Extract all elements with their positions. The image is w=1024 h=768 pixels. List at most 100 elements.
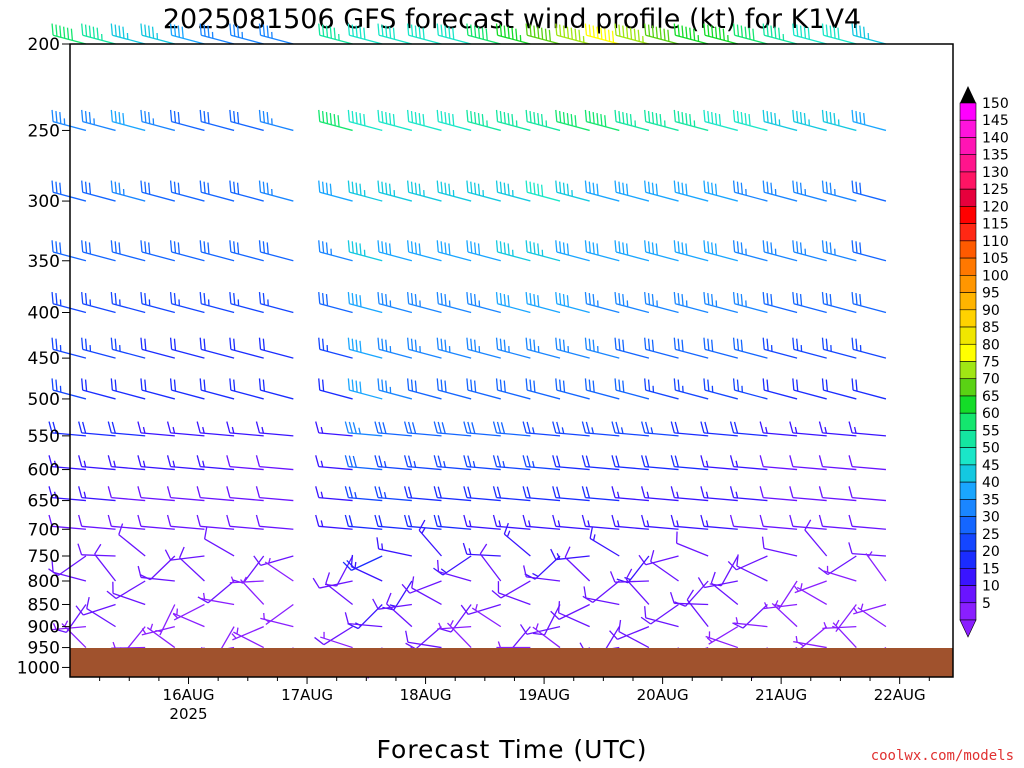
wind-barb bbox=[644, 109, 679, 132]
wind-barb bbox=[347, 109, 383, 132]
wind-barb bbox=[583, 586, 620, 606]
wind-barb bbox=[466, 240, 501, 262]
wind-barb bbox=[821, 291, 857, 314]
wind-barb bbox=[199, 378, 235, 400]
wind-barb bbox=[710, 571, 739, 605]
y-tick-label: 400 bbox=[28, 303, 60, 323]
wind-barb bbox=[581, 514, 620, 530]
wind-barb bbox=[81, 337, 116, 359]
wind-barb bbox=[732, 291, 768, 314]
colorbar-label: 105 bbox=[982, 251, 1009, 267]
y-tick-label: 950 bbox=[28, 639, 60, 659]
wind-barb bbox=[644, 180, 679, 202]
wind-barb bbox=[406, 291, 442, 314]
wind-barb bbox=[264, 557, 294, 582]
wind-barb bbox=[706, 626, 739, 645]
wind-barb bbox=[110, 378, 146, 400]
wind-barb bbox=[611, 486, 649, 502]
wind-barb bbox=[374, 421, 412, 437]
wind-barb bbox=[433, 514, 472, 530]
wind-barb bbox=[166, 421, 205, 437]
wind-barb bbox=[532, 623, 561, 649]
wind-barb bbox=[644, 291, 679, 314]
colorbar-label: 70 bbox=[982, 372, 1000, 388]
wind-barb bbox=[703, 180, 738, 202]
wind-barb bbox=[789, 514, 827, 530]
wind-barb bbox=[670, 514, 709, 530]
wind-barb bbox=[581, 486, 620, 502]
wind-barb bbox=[255, 455, 294, 471]
wind-barb bbox=[703, 240, 738, 262]
colorbar-swatch bbox=[959, 309, 977, 328]
wind-barb bbox=[794, 580, 827, 594]
wind-barb bbox=[832, 619, 857, 649]
wind-barb bbox=[110, 291, 146, 314]
wind-barb bbox=[258, 109, 294, 132]
credit-text: coolwx.com/models bbox=[871, 748, 1014, 764]
colorbar-label: 5 bbox=[982, 596, 991, 612]
y-tick-label: 350 bbox=[28, 252, 60, 272]
wind-barb bbox=[81, 109, 116, 132]
wind-barb bbox=[703, 109, 738, 132]
wind-barb bbox=[350, 554, 383, 582]
wind-barb bbox=[584, 180, 620, 202]
wind-barb bbox=[318, 291, 353, 314]
wind-barb bbox=[406, 337, 442, 359]
wind-barb bbox=[118, 523, 146, 557]
wind-barb bbox=[315, 486, 353, 502]
wind-barb bbox=[320, 631, 353, 649]
wind-barb bbox=[347, 378, 383, 400]
x-tick-label: 18AUG bbox=[400, 686, 452, 704]
wind-barb bbox=[471, 603, 502, 628]
wind-barb bbox=[851, 378, 887, 400]
colorbar-swatch bbox=[959, 412, 977, 431]
y-tick-label: 800 bbox=[28, 572, 60, 592]
wind-barb bbox=[110, 23, 146, 45]
colorbar: 1501451401351301251201151101051009590858… bbox=[959, 86, 1009, 638]
wind-barb bbox=[112, 581, 146, 606]
wind-barb bbox=[199, 180, 235, 202]
wind-barb bbox=[479, 543, 502, 582]
wind-barb bbox=[519, 624, 561, 635]
x-tick-label: 21AUG bbox=[755, 686, 807, 704]
wind-barb bbox=[226, 421, 264, 437]
wind-barb bbox=[199, 337, 235, 359]
wind-barb bbox=[793, 635, 827, 649]
wind-barb bbox=[178, 546, 205, 582]
y-tick-label: 600 bbox=[28, 461, 60, 481]
wind-barb bbox=[75, 603, 116, 616]
wind-barb bbox=[433, 486, 472, 502]
wind-barb bbox=[700, 486, 738, 502]
wind-barb bbox=[81, 180, 116, 202]
wind-barb bbox=[852, 603, 887, 615]
wind-barb bbox=[377, 23, 413, 45]
wind-barb bbox=[555, 291, 590, 314]
x-tick-label: 17AUG bbox=[281, 686, 333, 704]
wind-barb bbox=[550, 603, 590, 620]
wind-barb bbox=[406, 180, 442, 202]
wind-barb bbox=[670, 486, 709, 502]
wind-barb bbox=[759, 486, 798, 502]
wind-barb bbox=[582, 580, 620, 603]
colorbar-swatch bbox=[959, 481, 977, 500]
wind-barb bbox=[495, 240, 531, 262]
wind-barb bbox=[436, 291, 472, 314]
plot-frame bbox=[69, 43, 954, 678]
colorbar-swatch bbox=[959, 378, 977, 397]
colorbar-swatch bbox=[959, 447, 977, 466]
wind-barb bbox=[700, 514, 738, 530]
wind-barb bbox=[315, 514, 353, 530]
wind-barb bbox=[229, 337, 264, 359]
x-tick-label: 19AUG bbox=[518, 686, 570, 704]
wind-barb bbox=[525, 23, 561, 45]
wind-barb bbox=[644, 378, 679, 400]
wind-barb bbox=[318, 240, 353, 262]
colorbar-label: 10 bbox=[982, 579, 1000, 595]
wind-barb bbox=[86, 597, 116, 628]
wind-barb bbox=[437, 622, 472, 630]
wind-barb bbox=[525, 291, 561, 314]
wind-barb bbox=[522, 514, 561, 530]
wind-barb bbox=[818, 455, 857, 471]
wind-barb bbox=[229, 576, 264, 584]
colorbar-swatch bbox=[959, 137, 977, 155]
